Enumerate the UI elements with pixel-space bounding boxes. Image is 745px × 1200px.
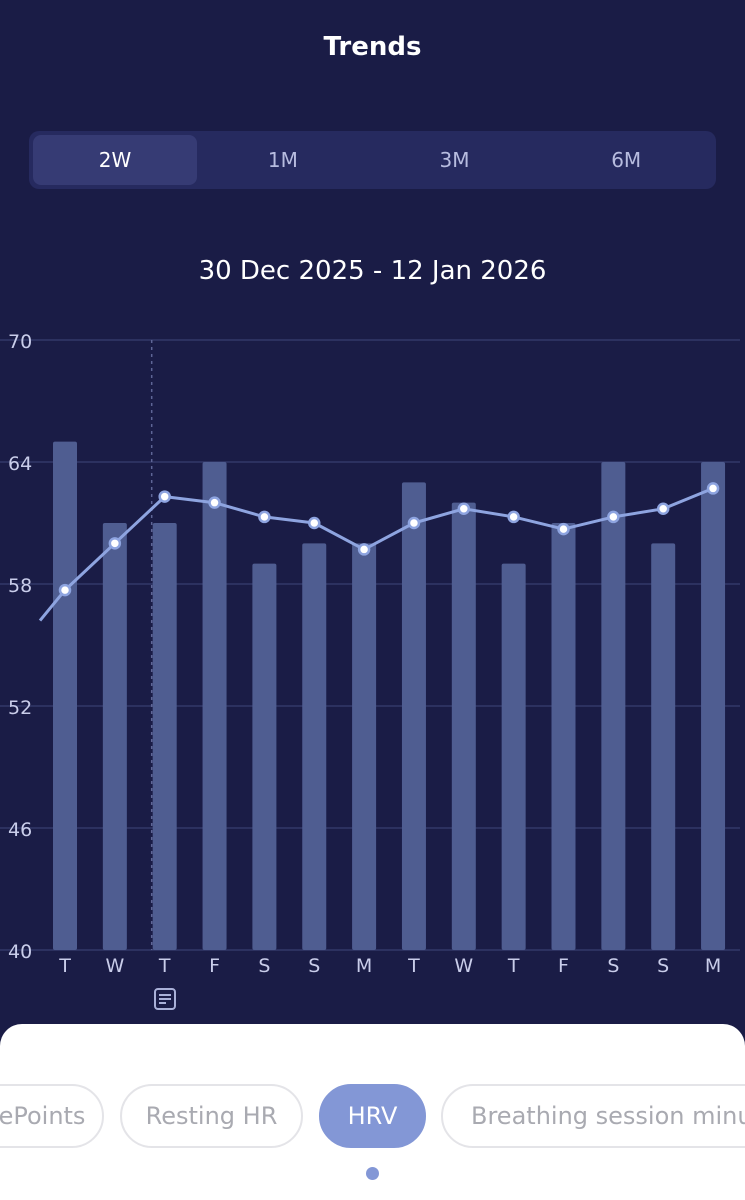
metric-tab-resting-hr[interactable]: Resting HR [120, 1084, 303, 1148]
trend-point [108, 537, 122, 550]
metric-sheet: ePoints Resting HR HRV Breathing session… [0, 1024, 745, 1200]
metric-tab-breathing[interactable]: Breathing session minute [441, 1084, 745, 1148]
trend-point [357, 543, 371, 556]
trend-point [557, 522, 570, 536]
x-tick-label: T [158, 955, 171, 977]
x-tick-label: W [454, 955, 473, 977]
x-tick-label: T [407, 955, 420, 977]
trend-point [308, 516, 321, 530]
x-tick-label: F [558, 955, 569, 977]
x-tick-label: S [607, 955, 619, 977]
bar [53, 441, 77, 950]
trend-point [656, 502, 670, 516]
trend-point [457, 502, 471, 516]
trend-point [607, 510, 620, 524]
bar [252, 563, 277, 950]
note-icon[interactable] [153, 987, 177, 1011]
trend-point [258, 510, 271, 524]
metric-tab-label: Breathing session minute [471, 1102, 745, 1130]
trend-point [58, 583, 72, 597]
bar [152, 523, 177, 950]
y-tick-label: 70 [8, 331, 32, 353]
bar [202, 462, 227, 950]
bar [701, 462, 726, 950]
bar [551, 523, 576, 950]
y-tick-label: 40 [8, 941, 32, 963]
bar [401, 482, 426, 950]
tab-3m[interactable]: 3M [439, 148, 470, 172]
y-tick-label: 64 [8, 453, 32, 475]
trend-point [407, 516, 421, 530]
bar [102, 523, 127, 950]
bar [601, 462, 626, 950]
bar [651, 543, 676, 950]
page-title: Trends [323, 32, 422, 62]
trend-point [507, 510, 520, 524]
page-indicator-dot [366, 1167, 379, 1180]
tab-6m[interactable]: 6M [611, 148, 642, 172]
metric-tab-epoints[interactable]: ePoints [0, 1084, 104, 1148]
metric-tab-label: ePoints [0, 1102, 86, 1130]
bar [451, 502, 476, 950]
x-tick-label: M [705, 955, 721, 977]
trend-point [208, 496, 221, 509]
y-tick-label: 58 [8, 575, 32, 597]
x-tick-label: S [258, 955, 270, 977]
y-tick-label: 46 [8, 819, 32, 841]
metric-tab-label: HRV [347, 1102, 398, 1130]
x-tick-label: S [308, 955, 320, 977]
tab-1m[interactable]: 1M [267, 148, 298, 172]
x-tick-label: S [657, 955, 669, 977]
bar [302, 543, 327, 950]
metric-tab-label: Resting HR [145, 1102, 278, 1130]
trend-chart[interactable]: 40 46 52 58 64 70 T W T F S S M T W T F S S M [0, 320, 745, 980]
x-tick-label: F [209, 955, 220, 977]
x-tick-label: M [356, 955, 372, 977]
trend-point [706, 482, 720, 495]
trend-point [158, 490, 171, 503]
x-tick-label: T [507, 955, 520, 977]
y-tick-label: 52 [8, 697, 32, 719]
range-tabs: 2W 1M 3M 6M [29, 131, 716, 189]
date-range: 30 Dec 2025 - 12 Jan 2026 [198, 256, 547, 286]
metric-tab-hrv[interactable]: HRV [319, 1084, 426, 1148]
bar [501, 563, 526, 950]
x-tick-label: W [105, 955, 124, 977]
x-tick-label: T [58, 955, 71, 977]
tab-2w[interactable]: 2W [33, 135, 197, 185]
bar [352, 543, 377, 950]
